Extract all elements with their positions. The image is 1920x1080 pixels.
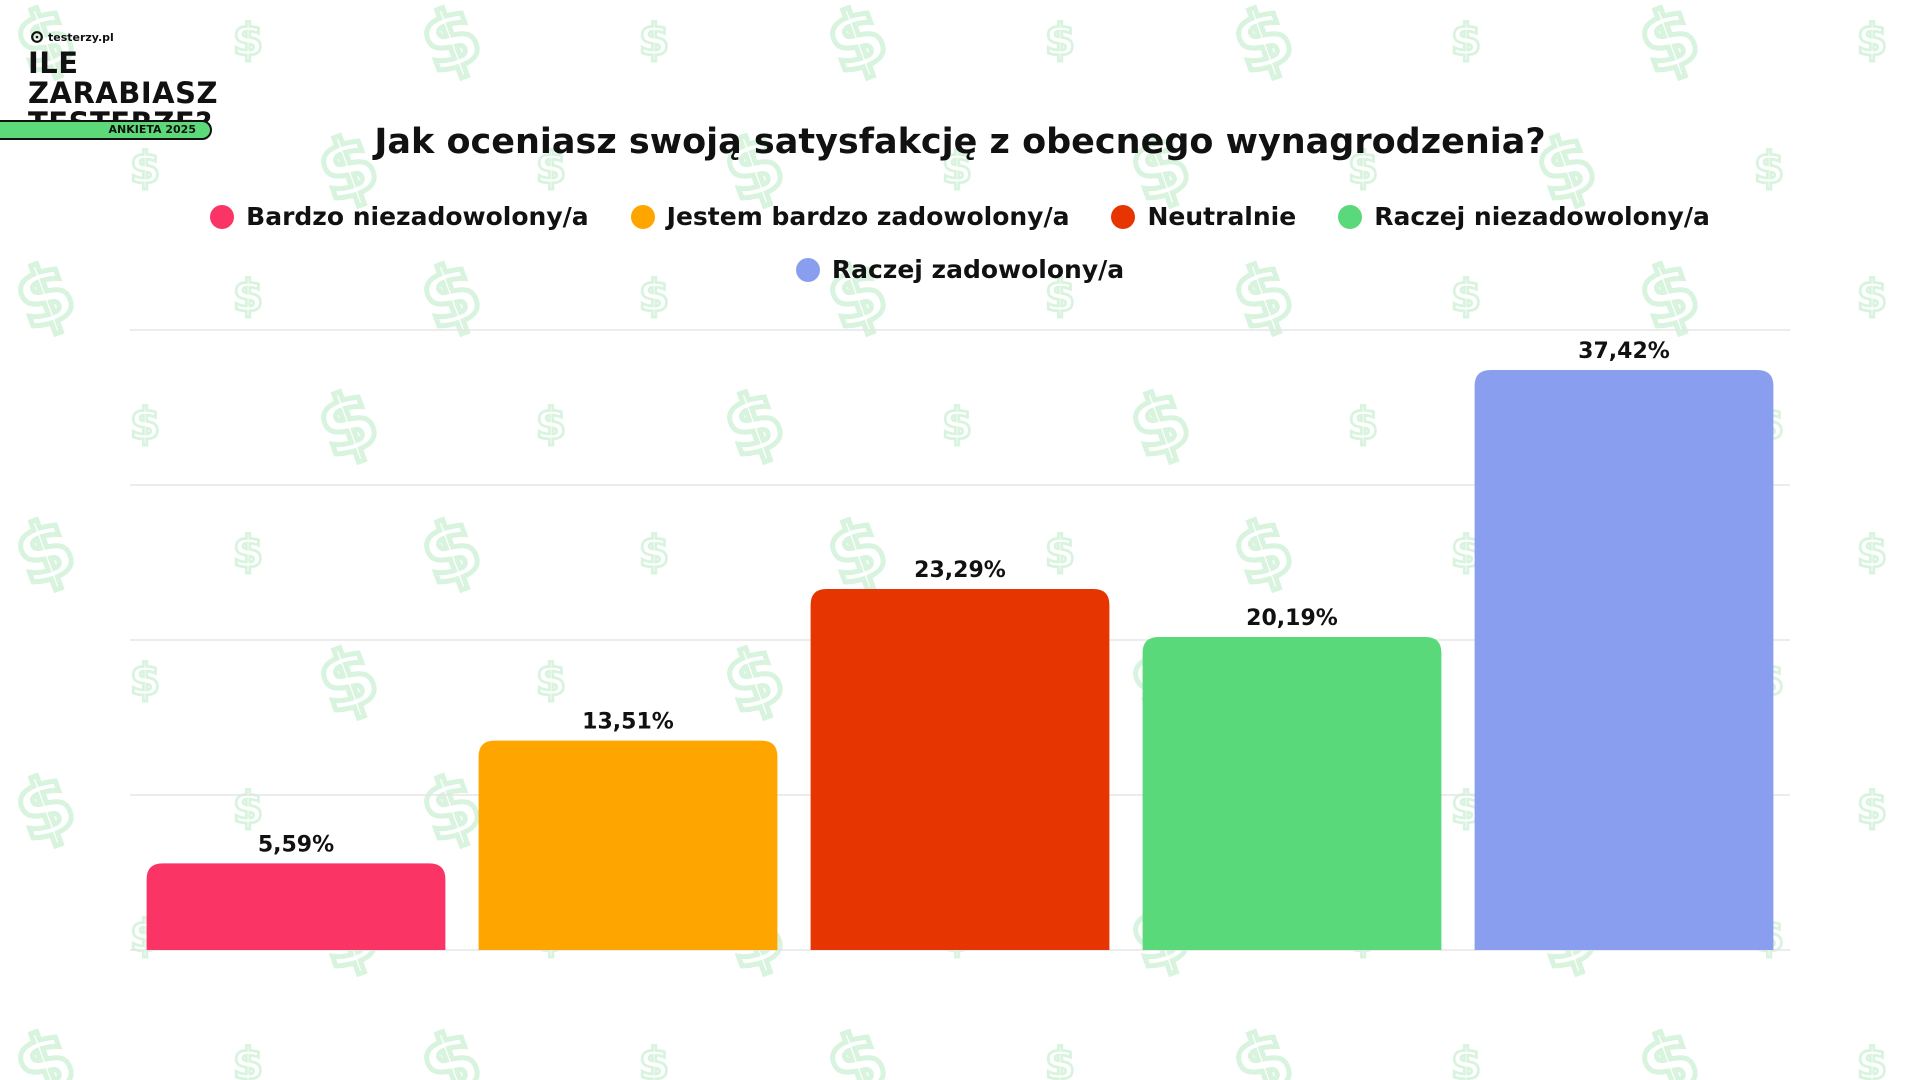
legend-label: Raczej zadowolony/a — [831, 255, 1125, 284]
legend-swatch — [1338, 204, 1363, 229]
legend-item: Neutralnie — [1111, 202, 1296, 231]
chart-legend: Bardzo niezadowolony/a Jestem bardzo zado… — [200, 202, 1720, 284]
legend-swatch — [795, 257, 820, 282]
bar — [810, 589, 1110, 950]
bar-value-label: 23,29% — [914, 558, 1006, 583]
legend-item: Jestem bardzo zadowolony/a — [630, 202, 1070, 231]
survey-year-badge-label: ANKIETA 2025 — [108, 123, 196, 136]
legend-label: Neutralnie — [1147, 202, 1297, 231]
bar — [1474, 369, 1774, 950]
legend-item: Bardzo niezadowolony/a — [210, 202, 589, 231]
bar-value-label: 13,51% — [582, 710, 674, 735]
bar-value-label: 5,59% — [258, 832, 334, 857]
brand-name: testerzy.pl — [48, 30, 114, 44]
legend-swatch — [1111, 204, 1136, 229]
bar — [1142, 637, 1442, 950]
brand-logo: testerzy.pl — [30, 30, 114, 44]
legend-item: Raczej niezadowolony/a — [1338, 202, 1710, 231]
legend-label: Raczej niezadowolony/a — [1374, 202, 1710, 231]
legend-swatch — [630, 204, 655, 229]
legend-item: Raczej zadowolony/a — [795, 255, 1125, 284]
bar-value-label: 37,42% — [1578, 339, 1670, 364]
gear-icon — [31, 31, 43, 43]
logo-title-line-1: ILE ZARABIASZ — [28, 46, 218, 110]
legend-label: Jestem bardzo zadowolony/a — [666, 202, 1070, 231]
legend-swatch — [210, 204, 235, 229]
survey-year-badge: ANKIETA 2025 — [0, 120, 212, 140]
bar — [478, 740, 778, 950]
bar — [146, 863, 446, 950]
bar-value-label: 20,19% — [1246, 606, 1338, 631]
legend-label: Bardzo niezadowolony/a — [246, 202, 589, 231]
chart-title: Jak oceniasz swoją satysfakcję z obecneg… — [374, 122, 1546, 162]
